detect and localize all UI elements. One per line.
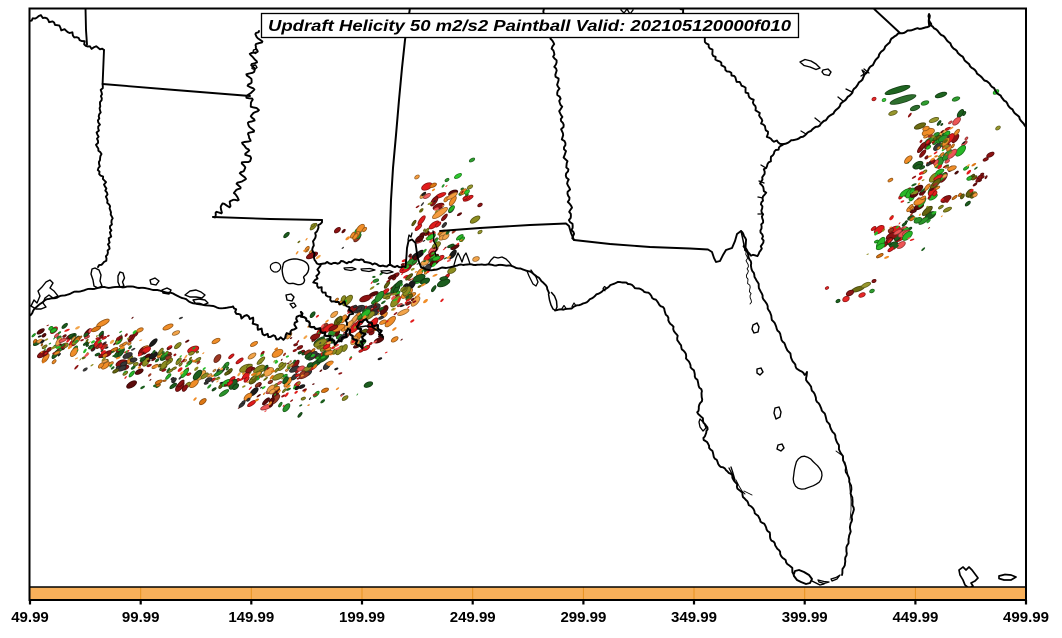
svg-text:499.99: 499.99 — [1003, 609, 1049, 626]
svg-text:349.99: 349.99 — [671, 609, 717, 626]
svg-text:449.99: 449.99 — [892, 609, 938, 626]
svg-text:399.99: 399.99 — [782, 609, 828, 626]
svg-text:49.99: 49.99 — [11, 609, 49, 626]
svg-text:Updraft Helicity 50 m2/s2 Pain: Updraft Helicity 50 m2/s2 Paintball Vali… — [268, 18, 791, 35]
svg-text:299.99: 299.99 — [560, 609, 606, 626]
svg-text:199.99: 199.99 — [339, 609, 385, 626]
svg-text:249.99: 249.99 — [450, 609, 496, 626]
svg-text:149.99: 149.99 — [228, 609, 274, 626]
svg-text:99.99: 99.99 — [122, 609, 160, 626]
